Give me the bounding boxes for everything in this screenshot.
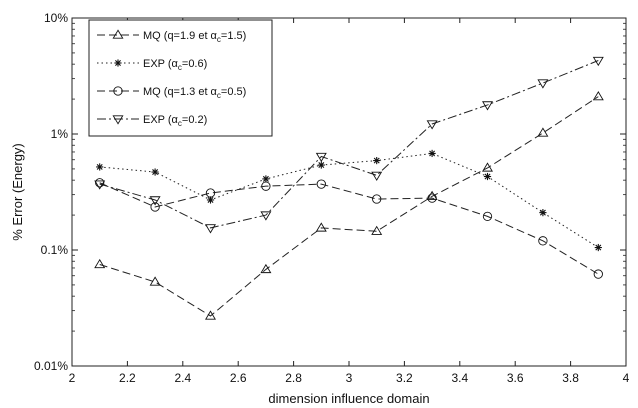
marker-triangle-up <box>426 190 438 201</box>
marker-triangle-up <box>592 91 604 101</box>
marker-star-stroke <box>318 162 325 169</box>
marker-star <box>317 161 325 169</box>
legend-box <box>88 19 273 137</box>
marker-circle <box>316 179 326 189</box>
marker-triangle-up <box>537 127 549 137</box>
x-tick-label: 2.4 <box>174 371 191 385</box>
legend-item: MQ (q=1.3 et αc=0.5) <box>97 86 246 100</box>
x-tick-label: 4 <box>623 371 630 385</box>
x-axis-title: dimension influence domain <box>268 391 429 406</box>
marker-triangle-up <box>371 225 383 235</box>
marker-triangle-down <box>205 224 216 234</box>
marker-star <box>96 163 104 171</box>
series-line <box>99 96 599 317</box>
legend-label: MQ (q=1.9 et αc=1.5) <box>143 30 246 44</box>
marker-circle <box>150 202 160 212</box>
marker-star <box>151 168 159 176</box>
marker-circle <box>95 178 105 188</box>
y-tick-label: 1% <box>51 127 69 141</box>
marker-triangle-down <box>482 101 493 111</box>
series-line <box>99 182 599 275</box>
marker-circle <box>372 194 382 204</box>
marker-triangle-up <box>112 29 124 39</box>
marker-triangle-down <box>94 180 106 190</box>
marker-star-stroke <box>429 150 436 157</box>
marker-star-stroke <box>152 169 159 176</box>
x-tick-label: 2.6 <box>230 371 247 385</box>
series-3 <box>95 178 603 279</box>
x-tick-label: 2 <box>69 371 76 385</box>
marker-triangle-up <box>260 263 272 274</box>
marker-triangle-down <box>537 79 549 89</box>
marker-star-stroke <box>373 157 380 164</box>
marker-triangle-down <box>149 196 161 206</box>
legend-item: MQ (q=1.9 et αc=1.5) <box>97 29 246 44</box>
series-2 <box>96 149 602 252</box>
marker-star-stroke <box>115 60 121 66</box>
marker-circle <box>427 193 437 203</box>
marker-star-stroke <box>595 244 602 251</box>
marker-star-stroke <box>96 163 103 170</box>
marker-triangle-up <box>315 222 327 232</box>
marker-circle <box>113 86 123 96</box>
marker-star <box>539 209 547 217</box>
marker-triangle-down <box>592 56 604 67</box>
x-tick-label: 2.8 <box>285 371 302 385</box>
marker-star-stroke <box>539 209 546 216</box>
x-tick-label: 3.4 <box>451 371 468 385</box>
marker-circle <box>482 211 493 222</box>
ticks-layer: 2 2.2 2.4 2.6 2.8 3 3.2 3.4 3.6 3.8 4 0.01% 0.1% 1% 10… <box>34 11 630 385</box>
legend-label: MQ (q=1.3 et αc=0.5) <box>143 86 246 100</box>
series-layer <box>94 56 604 320</box>
marker-star <box>428 149 436 158</box>
marker-triangle-up <box>94 258 106 269</box>
legend-item: EXP (αc=0.2) <box>97 114 207 128</box>
legend-item: EXP (αc=0.6) <box>97 58 207 72</box>
marker-triangle-up <box>482 162 493 172</box>
marker-circle <box>538 236 548 246</box>
marker-star <box>373 156 381 165</box>
x-tick-label: 3 <box>346 371 353 385</box>
x-tick-label: 3.2 <box>396 371 413 385</box>
marker-star-stroke <box>484 173 491 180</box>
marker-triangle-down <box>426 120 438 130</box>
x-tick-label: 2.2 <box>119 371 136 385</box>
y-tick-label: 0.01% <box>34 359 68 373</box>
y-tick-label: 0.1% <box>41 243 69 257</box>
y-axis-title: % Error (Energy) <box>10 143 25 241</box>
marker-triangle-down <box>260 211 272 221</box>
legend-label: EXP (αc=0.6) <box>143 58 207 72</box>
marker-triangle-down <box>315 152 327 163</box>
x-tick-label: 3.8 <box>562 371 579 385</box>
marker-star <box>483 172 492 181</box>
marker-triangle-up <box>149 276 161 286</box>
legend: MQ (q=1.9 et αc=1.5) EXP (αc=0.6) MQ (q=1.… <box>88 19 273 137</box>
y-tick-label: 10% <box>44 11 68 25</box>
marker-star-stroke <box>262 175 269 182</box>
series-4 <box>94 56 604 234</box>
legend-label: EXP (αc=0.2) <box>143 114 207 128</box>
marker-circle <box>593 269 603 279</box>
series-line <box>99 60 599 229</box>
x-tick-label: 3.6 <box>507 371 524 385</box>
marker-triangle-up <box>205 310 216 320</box>
series-line <box>99 152 599 248</box>
marker-star <box>594 243 602 252</box>
marker-star-stroke <box>207 196 214 203</box>
marker-circle <box>205 188 216 198</box>
marker-triangle-down <box>371 171 383 181</box>
marker-star <box>114 59 122 67</box>
marker-star <box>262 175 270 183</box>
marker-triangle-down <box>112 115 124 125</box>
series-1 <box>94 91 604 320</box>
marker-circle <box>261 181 271 191</box>
